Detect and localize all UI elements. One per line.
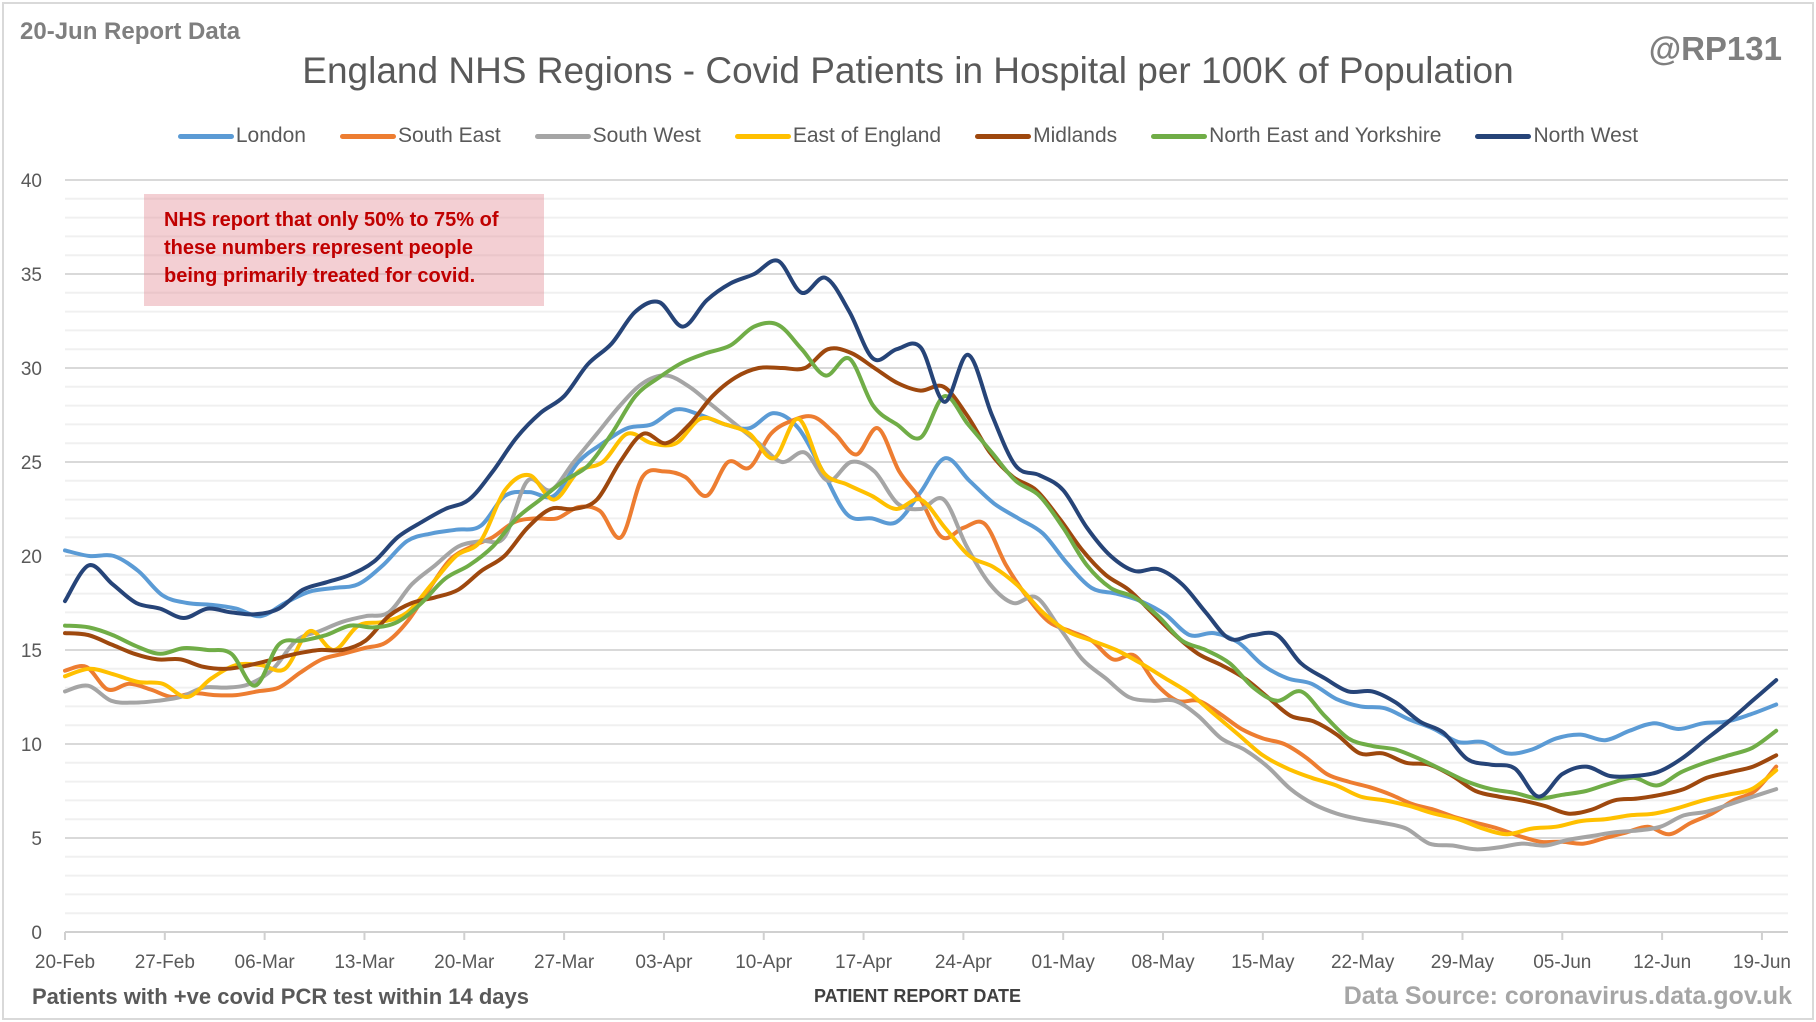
x-tick-label: 22-May xyxy=(1331,952,1395,973)
annotation-note: NHS report that only 50% to 75% of these… xyxy=(144,194,544,306)
x-tick-label: 12-Jun xyxy=(1633,952,1691,973)
legend-label: South West xyxy=(592,124,701,147)
x-tick-label: 06-Mar xyxy=(235,952,296,973)
y-tick-label: 25 xyxy=(21,453,42,474)
y-tick-label: 20 xyxy=(21,547,42,568)
author-handle: @RP131 xyxy=(1648,30,1782,67)
series-line-south-west xyxy=(63,373,1779,852)
legend-item: South East xyxy=(339,124,501,148)
x-tick-label: 05-Jun xyxy=(1533,952,1591,973)
y-tick-label: 5 xyxy=(31,829,42,850)
y-tick-label: 10 xyxy=(21,735,42,756)
legend-swatch xyxy=(975,133,1032,139)
x-tick-label: 08-May xyxy=(1131,952,1195,973)
x-tick-label: 27-Feb xyxy=(135,952,195,973)
legend-swatch xyxy=(1151,133,1208,139)
legend-item: North East and Yorkshire xyxy=(1151,124,1441,148)
series-line-north-west xyxy=(63,258,1779,799)
series-line-london xyxy=(63,407,1779,756)
y-tick-label: 15 xyxy=(21,641,42,662)
legend-label: South East xyxy=(397,124,501,147)
y-tick-label: 30 xyxy=(21,359,42,380)
y-tick-label: 35 xyxy=(21,265,42,286)
legend-item: North West xyxy=(1475,124,1638,148)
legend-label: East of England xyxy=(792,124,942,147)
legend-label: London xyxy=(235,124,306,147)
legend-label: Midlands xyxy=(1033,124,1118,147)
x-tick-label: 20-Mar xyxy=(434,952,495,973)
x-tick-label: 29-May xyxy=(1431,952,1495,973)
legend-item: East of England xyxy=(734,124,942,148)
chart-title: England NHS Regions - Covid Patients in … xyxy=(302,50,1514,91)
x-tick-label: 27-Mar xyxy=(534,952,595,973)
series-line-north-east-and-yorkshire xyxy=(63,320,1779,801)
series-line-east-of-england xyxy=(63,415,1779,837)
x-tick-label: 17-Apr xyxy=(835,952,893,973)
x-tick-label: 15-May xyxy=(1231,952,1295,973)
legend-label: North West xyxy=(1533,124,1639,147)
legend-swatch xyxy=(1475,133,1532,139)
x-tick-label: 13-Mar xyxy=(334,952,395,973)
legend-item: South West xyxy=(534,124,701,148)
series-line-midlands xyxy=(63,346,1779,816)
x-tick-label: 03-Apr xyxy=(635,952,693,973)
data-source: Data Source: coronavirus.data.gov.uk xyxy=(1343,982,1792,1010)
footnote-definition: Patients with +ve covid PCR test within … xyxy=(32,984,529,1009)
legend-item: London xyxy=(177,124,306,148)
legend-swatch xyxy=(339,133,396,139)
legend-swatch xyxy=(534,133,591,139)
x-axis-title: PATIENT REPORT DATE xyxy=(814,986,1021,1006)
legend-label: North East and Yorkshire xyxy=(1209,124,1442,147)
legend-swatch xyxy=(177,133,234,139)
legend: London South East South West East of Englan… xyxy=(0,124,1816,148)
legend-swatch xyxy=(734,133,791,139)
y-tick-label: 0 xyxy=(31,923,42,944)
x-tick-label: 10-Apr xyxy=(735,952,793,973)
x-tick-label: 20-Feb xyxy=(35,952,95,973)
report-date-label: 20-Jun Report Data xyxy=(20,18,241,45)
x-tick-label: 24-Apr xyxy=(935,952,993,973)
x-tick-label: 19-Jun xyxy=(1733,952,1791,973)
annotation-note-text: NHS report that only 50% to 75% of these… xyxy=(164,209,499,287)
y-tick-label: 40 xyxy=(21,171,42,192)
legend-item: Midlands xyxy=(975,124,1117,148)
x-tick-label: 01-May xyxy=(1032,952,1096,973)
